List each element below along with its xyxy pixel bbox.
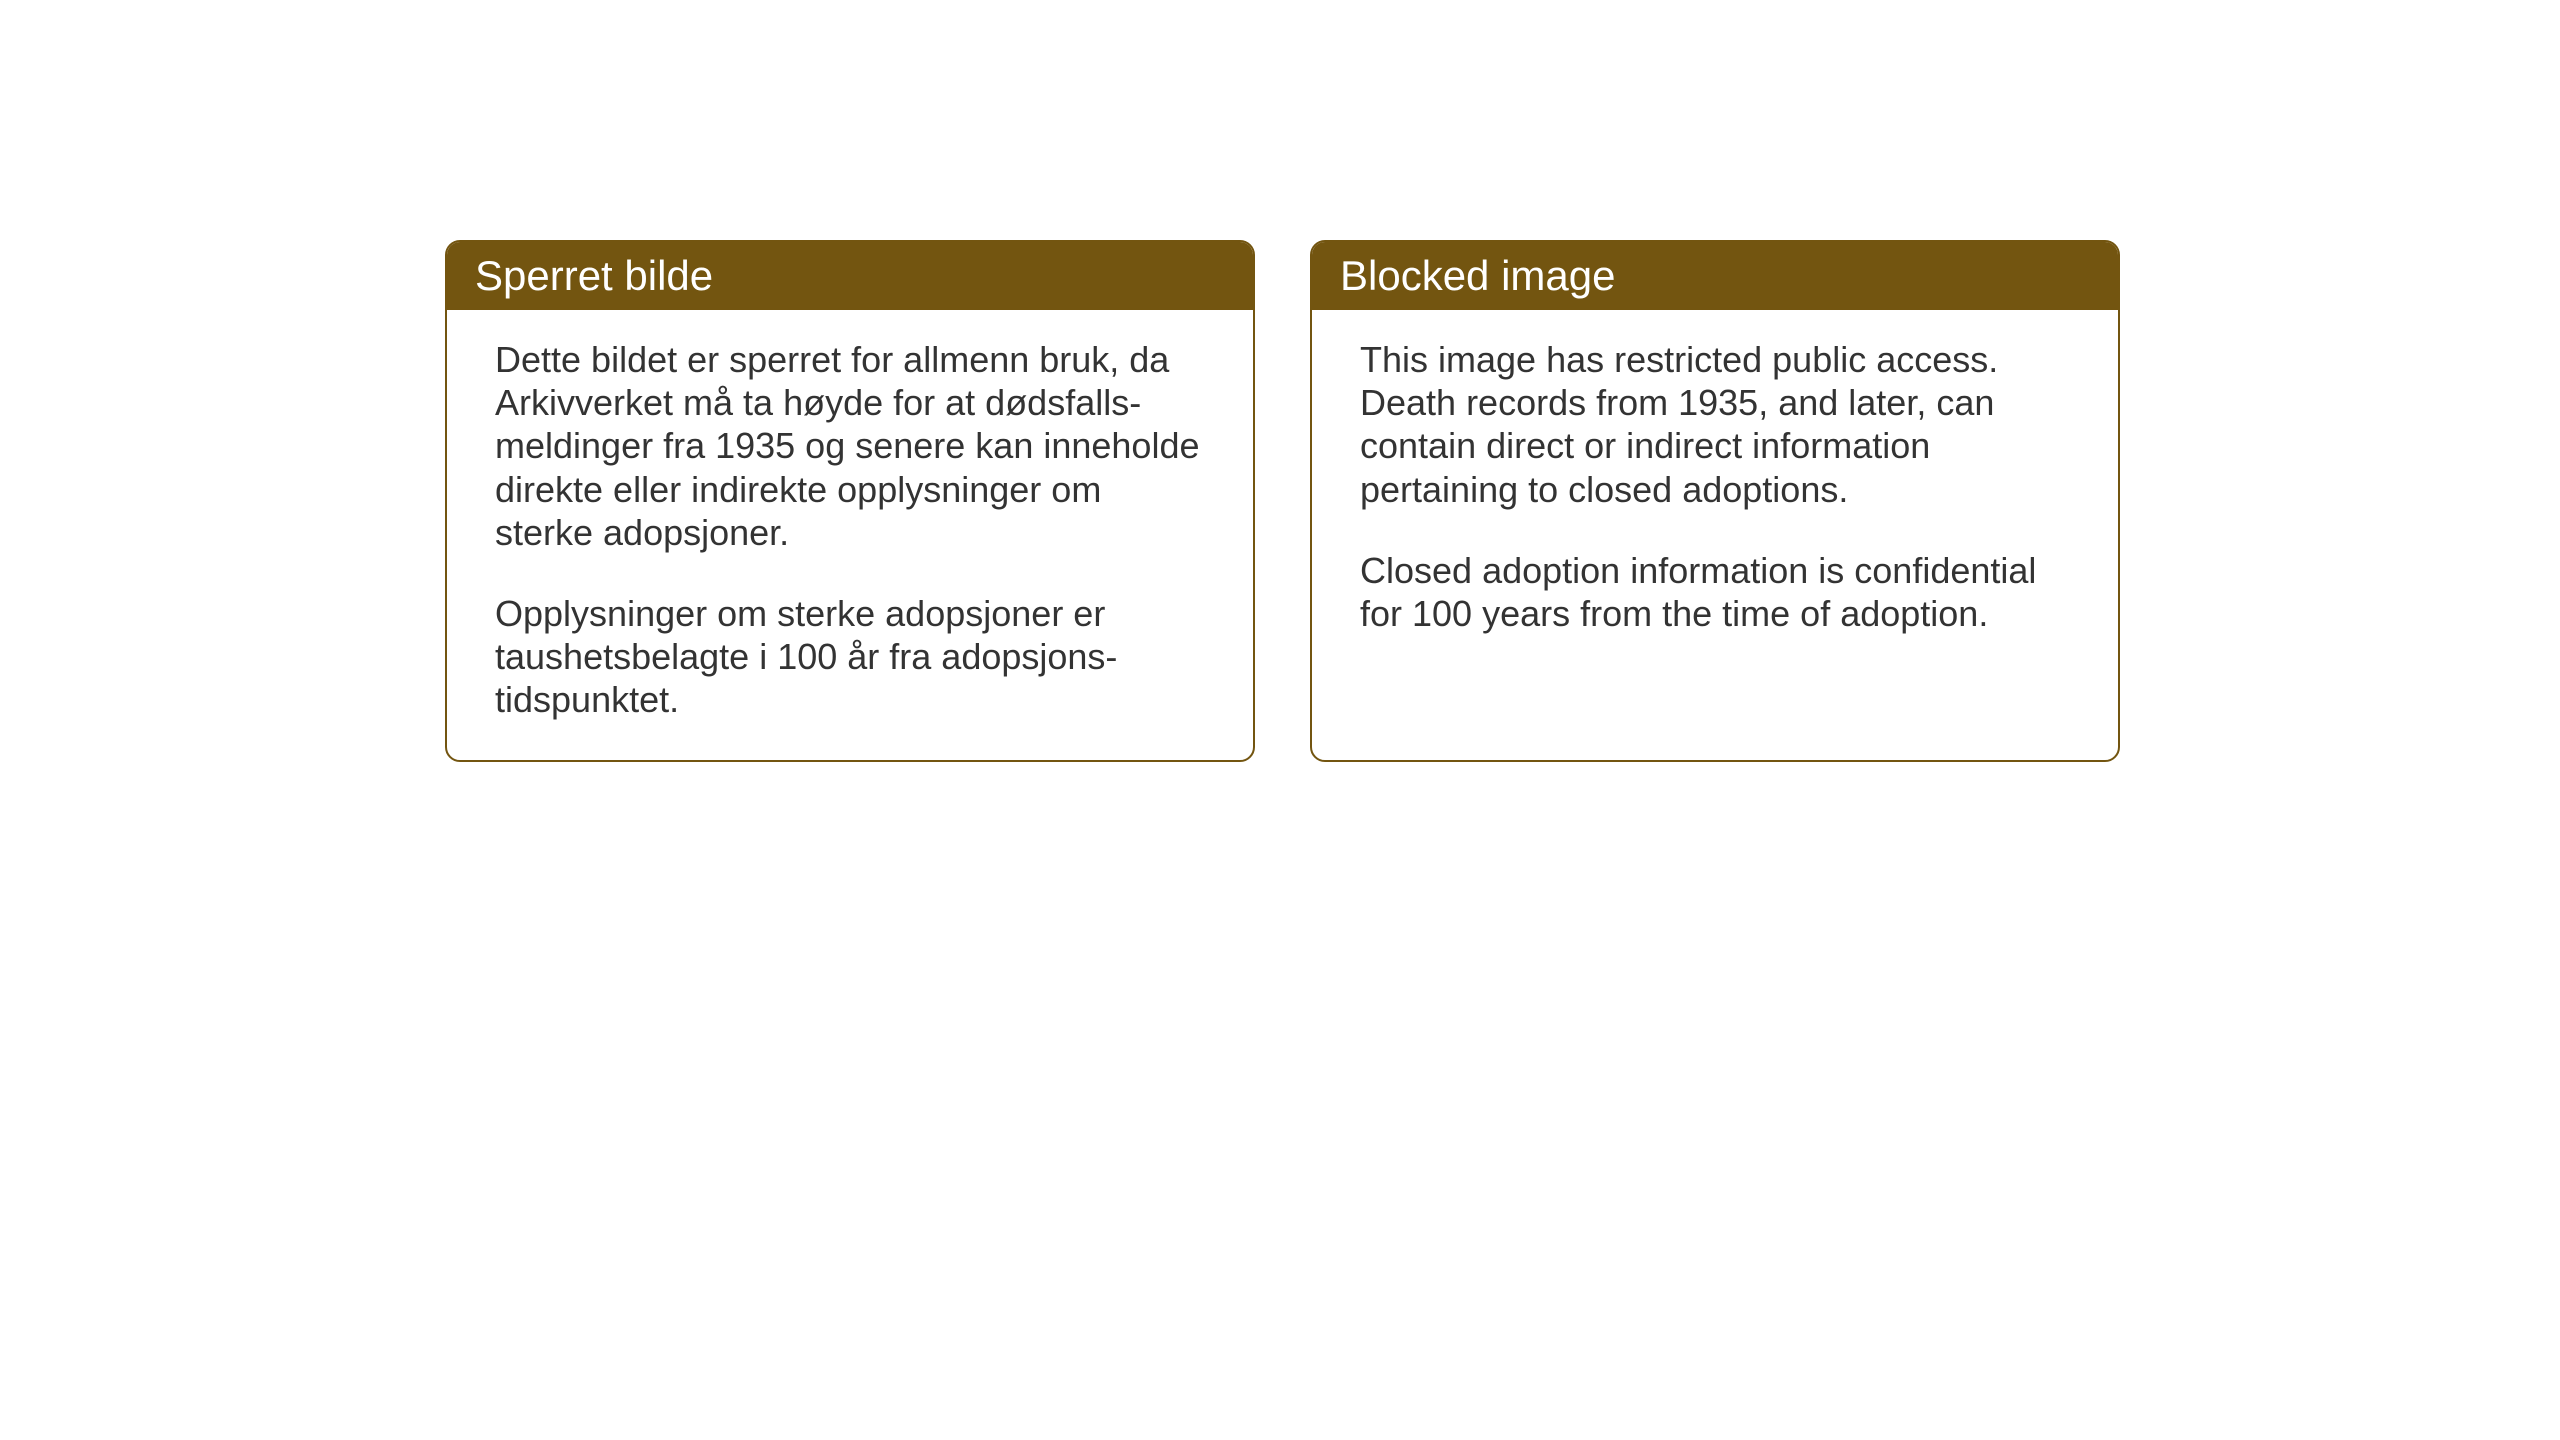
card-english-paragraph-1: This image has restricted public access.… — [1360, 338, 2070, 511]
card-english-header: Blocked image — [1312, 242, 2118, 310]
card-norwegian-paragraph-2: Opplysninger om sterke adopsjoner er tau… — [495, 592, 1205, 722]
cards-container: Sperret bilde Dette bildet er sperret fo… — [445, 240, 2120, 762]
card-norwegian: Sperret bilde Dette bildet er sperret fo… — [445, 240, 1255, 762]
card-english-paragraph-2: Closed adoption information is confident… — [1360, 549, 2070, 635]
card-english-body: This image has restricted public access.… — [1312, 310, 2118, 750]
card-norwegian-header: Sperret bilde — [447, 242, 1253, 310]
card-norwegian-paragraph-1: Dette bildet er sperret for allmenn bruk… — [495, 338, 1205, 554]
card-norwegian-body: Dette bildet er sperret for allmenn bruk… — [447, 310, 1253, 760]
card-english: Blocked image This image has restricted … — [1310, 240, 2120, 762]
